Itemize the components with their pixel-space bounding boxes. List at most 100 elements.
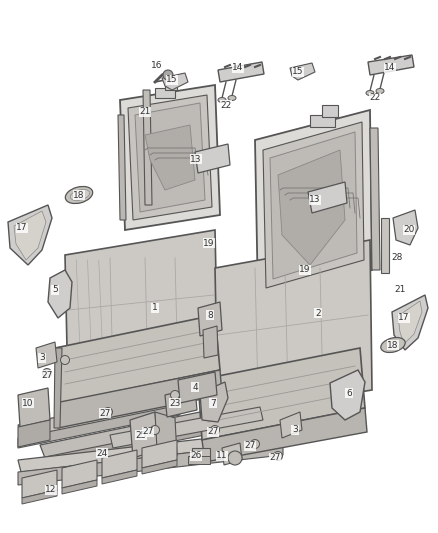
Text: 26: 26 <box>191 451 201 461</box>
Text: 15: 15 <box>292 68 304 77</box>
Text: 20: 20 <box>403 225 415 235</box>
Polygon shape <box>36 342 57 368</box>
Polygon shape <box>215 240 372 415</box>
Text: 10: 10 <box>22 399 34 408</box>
Polygon shape <box>145 125 195 190</box>
Polygon shape <box>62 460 97 488</box>
Polygon shape <box>128 95 212 220</box>
Text: 19: 19 <box>299 265 311 274</box>
Circle shape <box>60 356 70 365</box>
Text: 21: 21 <box>394 286 406 295</box>
Circle shape <box>273 451 283 461</box>
Ellipse shape <box>218 98 226 102</box>
Polygon shape <box>155 412 177 456</box>
Polygon shape <box>135 103 205 212</box>
Circle shape <box>163 70 173 80</box>
Text: 27: 27 <box>41 370 53 379</box>
Text: 4: 4 <box>192 383 198 392</box>
Polygon shape <box>198 348 365 440</box>
Text: 14: 14 <box>384 63 396 72</box>
Polygon shape <box>18 388 50 427</box>
Polygon shape <box>14 211 46 260</box>
Text: 27: 27 <box>269 454 281 463</box>
Text: 8: 8 <box>207 311 213 319</box>
Circle shape <box>103 408 113 416</box>
Polygon shape <box>218 62 264 82</box>
Text: 27: 27 <box>207 427 219 437</box>
Text: 27: 27 <box>99 408 111 417</box>
Polygon shape <box>393 210 418 245</box>
Text: 12: 12 <box>45 486 57 495</box>
Polygon shape <box>102 450 137 478</box>
Text: 21: 21 <box>139 108 151 117</box>
Polygon shape <box>195 144 230 173</box>
Polygon shape <box>368 55 414 75</box>
Polygon shape <box>40 425 205 468</box>
Polygon shape <box>120 85 220 230</box>
Polygon shape <box>162 73 188 90</box>
Bar <box>155 88 175 98</box>
Text: 25: 25 <box>135 431 147 440</box>
Polygon shape <box>222 443 242 465</box>
Text: 3: 3 <box>39 353 45 362</box>
Text: 15: 15 <box>166 76 178 85</box>
Polygon shape <box>143 90 152 205</box>
Polygon shape <box>110 407 263 448</box>
Text: 28: 28 <box>391 254 403 262</box>
Polygon shape <box>330 370 365 420</box>
Text: 22: 22 <box>220 101 232 109</box>
Text: 3: 3 <box>292 425 298 434</box>
Text: 19: 19 <box>203 238 215 247</box>
Polygon shape <box>48 270 72 318</box>
Text: 22: 22 <box>369 93 381 102</box>
Polygon shape <box>22 490 57 504</box>
Text: 2: 2 <box>315 309 321 318</box>
Text: 14: 14 <box>232 63 244 72</box>
Bar <box>381 218 389 273</box>
Text: 17: 17 <box>398 313 410 322</box>
Polygon shape <box>54 348 62 428</box>
Polygon shape <box>22 470 57 498</box>
Polygon shape <box>278 150 345 265</box>
Polygon shape <box>280 412 302 438</box>
Polygon shape <box>398 301 422 344</box>
Ellipse shape <box>70 190 90 200</box>
Text: 13: 13 <box>190 155 202 164</box>
Text: 27: 27 <box>142 427 154 437</box>
Polygon shape <box>102 470 137 484</box>
Polygon shape <box>308 182 347 213</box>
Bar <box>310 115 335 127</box>
Text: 5: 5 <box>52 286 58 295</box>
Bar <box>192 448 210 460</box>
Circle shape <box>251 440 259 448</box>
Polygon shape <box>40 412 205 458</box>
Polygon shape <box>392 295 428 350</box>
Polygon shape <box>18 430 283 472</box>
Polygon shape <box>165 388 197 417</box>
Text: 24: 24 <box>96 448 108 457</box>
Polygon shape <box>142 440 177 468</box>
Polygon shape <box>203 326 218 358</box>
Bar <box>322 105 338 117</box>
Polygon shape <box>142 460 177 474</box>
Polygon shape <box>18 392 185 438</box>
Polygon shape <box>370 128 380 270</box>
Text: 11: 11 <box>216 451 228 461</box>
Polygon shape <box>55 370 222 428</box>
Polygon shape <box>18 405 180 448</box>
Circle shape <box>151 425 159 434</box>
Ellipse shape <box>366 91 374 95</box>
Polygon shape <box>270 132 357 279</box>
Text: 13: 13 <box>309 196 321 205</box>
Polygon shape <box>178 372 217 403</box>
Text: 18: 18 <box>73 190 85 199</box>
Polygon shape <box>263 122 364 288</box>
Text: 1: 1 <box>152 303 158 312</box>
Ellipse shape <box>228 95 236 101</box>
Polygon shape <box>55 315 220 403</box>
Text: 27: 27 <box>244 441 256 450</box>
Polygon shape <box>200 382 228 422</box>
Bar <box>188 456 210 464</box>
Circle shape <box>228 451 242 465</box>
Polygon shape <box>118 115 126 220</box>
